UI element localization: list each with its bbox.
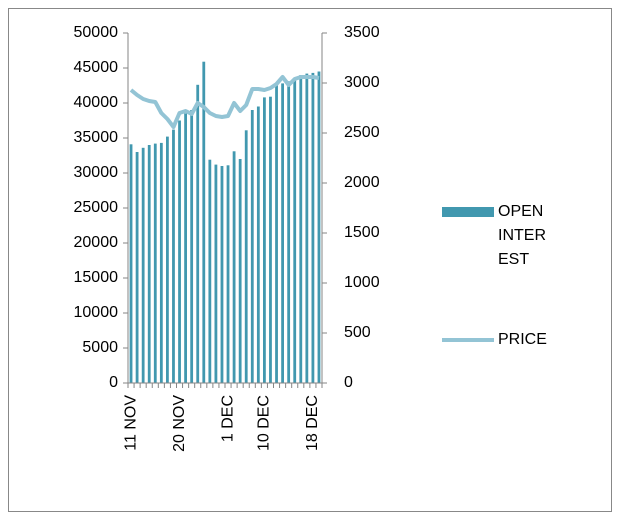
bar xyxy=(166,136,169,383)
y-tick-label: 25000 xyxy=(74,199,119,216)
legend-swatch xyxy=(442,207,494,217)
bar xyxy=(263,97,266,384)
y-tick-label: 15000 xyxy=(74,269,119,286)
x-tick-label: 11 NOV xyxy=(122,395,139,451)
bar xyxy=(317,71,321,383)
bar xyxy=(269,96,272,383)
bar xyxy=(202,61,206,383)
y-tick-label: 0 xyxy=(109,374,118,391)
y2-tick-label: 500 xyxy=(344,324,371,341)
bar xyxy=(293,78,297,383)
bar xyxy=(190,110,194,383)
bar xyxy=(184,113,187,383)
y2-tick-label: 2500 xyxy=(344,124,380,141)
bar xyxy=(256,106,260,383)
bar xyxy=(129,144,133,383)
bar xyxy=(226,165,230,383)
x-tick-label: 10 DEC xyxy=(256,395,273,451)
bar xyxy=(281,83,284,384)
bar xyxy=(238,159,242,383)
bar xyxy=(135,152,139,383)
bar xyxy=(214,164,218,383)
bar xyxy=(232,151,236,383)
y-tick-label: 50000 xyxy=(74,24,119,41)
bar xyxy=(141,147,145,383)
y-tick-label: 30000 xyxy=(74,164,119,181)
bar xyxy=(244,130,248,383)
y2-tick-label: 0 xyxy=(344,374,353,391)
y2-tick-label: 2000 xyxy=(344,174,380,191)
y2-tick-label: 1000 xyxy=(344,274,380,291)
bar xyxy=(311,72,315,384)
x-tick-label: 1 DEC xyxy=(219,395,236,442)
bar xyxy=(208,159,212,383)
bar xyxy=(305,73,309,383)
y-tick-label: 5000 xyxy=(82,339,118,356)
x-tick-label: 20 NOV xyxy=(171,395,188,452)
y2-tick-label: 1500 xyxy=(344,224,380,241)
bar xyxy=(287,81,291,384)
y-tick-label: 10000 xyxy=(74,304,119,321)
bar xyxy=(147,145,151,383)
legend-label: OPEN INTEREST xyxy=(498,203,546,268)
bar xyxy=(159,142,163,383)
bar xyxy=(196,84,200,384)
bar xyxy=(275,85,278,383)
y-tick-label: 45000 xyxy=(74,59,119,76)
y2-tick-label: 3000 xyxy=(344,74,380,91)
chart-border xyxy=(8,8,612,512)
bar xyxy=(172,129,175,383)
bar xyxy=(299,75,303,383)
bar xyxy=(250,110,254,383)
legend-label: PRICE xyxy=(498,331,547,348)
y-tick-label: 35000 xyxy=(74,129,119,146)
bar xyxy=(220,166,224,383)
y-tick-label: 40000 xyxy=(74,94,119,111)
bar xyxy=(178,120,181,383)
bar xyxy=(153,143,157,383)
x-tick-label: 18 DEC xyxy=(304,395,321,451)
y-tick-label: 20000 xyxy=(74,234,119,251)
price-line xyxy=(129,75,320,129)
y2-tick-label: 3500 xyxy=(344,24,380,41)
